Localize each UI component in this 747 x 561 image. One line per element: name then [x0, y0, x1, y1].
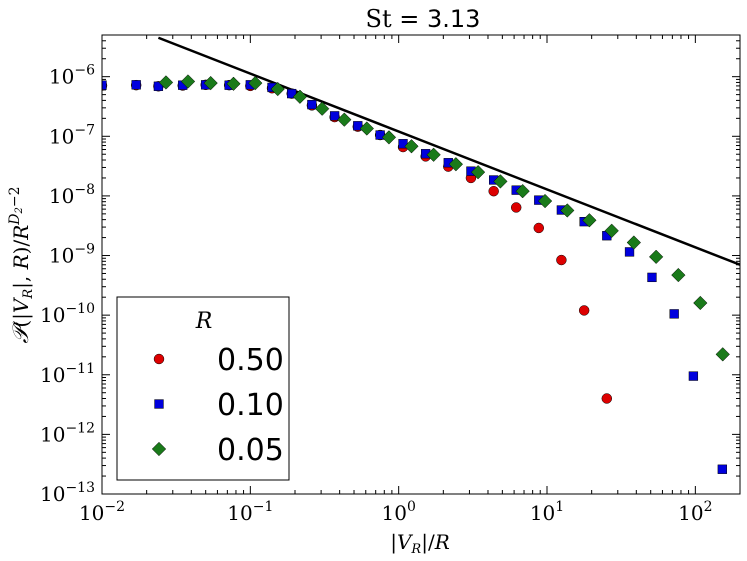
data-point: [624, 247, 635, 257]
data-point: [270, 81, 285, 97]
data-layer: [102, 36, 740, 474]
data-point: [470, 165, 486, 180]
reference-line: [157, 36, 740, 266]
data-point: [578, 305, 590, 316]
x-tick-label: 10−2: [79, 499, 125, 525]
y-tick-label: 10−13: [40, 480, 95, 506]
legend-marker: [154, 399, 164, 409]
legend-label: 0.50: [217, 343, 284, 378]
data-point: [717, 464, 727, 474]
data-point: [203, 75, 218, 91]
data-point: [248, 75, 263, 91]
x-tick-label: 101: [530, 499, 564, 525]
data-point: [180, 74, 196, 89]
data-point: [647, 272, 657, 283]
y-tick-label: 10−6: [49, 63, 95, 89]
data-point: [426, 147, 441, 162]
data-point: [329, 111, 340, 121]
data-point: [131, 80, 141, 90]
x-tick-label: 102: [678, 499, 712, 525]
plot-frame: [101, 34, 741, 495]
data-point: [693, 295, 708, 311]
data-point: [353, 121, 363, 131]
legend-label: 0.10: [217, 388, 284, 423]
chart-title: St = 3.13: [366, 5, 481, 33]
data-point: [688, 371, 699, 381]
data-point: [315, 101, 330, 116]
data-point: [493, 174, 508, 189]
data-point: [604, 223, 619, 238]
x-tick-label: 100: [381, 499, 415, 525]
data-point: [560, 203, 575, 218]
legend: R0.50 0.10 0.05: [116, 296, 290, 481]
data-point: [715, 347, 730, 362]
y-tick-label: 10−10: [40, 301, 95, 327]
data-point: [307, 99, 317, 110]
data-point: [626, 235, 642, 250]
data-point: [102, 80, 107, 90]
y-tick-label: 10−9: [49, 242, 95, 268]
data-point: [515, 184, 530, 199]
data-point: [601, 393, 613, 404]
x-axis-label-group: |VR|/R: [390, 530, 450, 557]
legend-marker: [153, 353, 165, 365]
x-tick-label: 10−1: [227, 499, 273, 525]
chart-title-symbol: St: [366, 5, 392, 33]
x-axis-label: |VR|/R: [390, 530, 450, 557]
data-point: [537, 193, 553, 209]
legend-title: R: [195, 309, 213, 334]
y-tick-label: 10−11: [40, 361, 95, 387]
data-point: [488, 185, 499, 197]
legend-marker: [151, 441, 167, 457]
series-0.05: [158, 74, 730, 362]
data-point: [448, 157, 464, 172]
y-axis-label-group: 𝒫(|VR|, R)/RD2−2: [7, 186, 36, 343]
legend-box: [116, 296, 290, 481]
data-point: [226, 76, 241, 91]
y-tick-label: 10−8: [49, 182, 95, 208]
data-point: [556, 254, 567, 266]
legend-label: 0.05: [217, 433, 284, 468]
data-point: [671, 267, 686, 283]
data-point: [648, 249, 664, 265]
y-tick-label: 10−12: [40, 420, 95, 446]
data-point: [381, 130, 397, 145]
data-point: [337, 112, 352, 127]
y-tick-label: 10−7: [49, 122, 95, 148]
data-point: [292, 89, 308, 104]
data-point: [669, 309, 679, 319]
data-point: [158, 75, 174, 90]
data-point: [582, 213, 597, 228]
chart-title-value: = 3.13: [392, 5, 481, 33]
data-point: [511, 202, 522, 213]
data-point: [404, 139, 419, 154]
y-axis-label: 𝒫(|VR|, R)/RD2−2: [7, 186, 36, 343]
data-point: [533, 222, 544, 234]
data-point: [359, 121, 374, 136]
